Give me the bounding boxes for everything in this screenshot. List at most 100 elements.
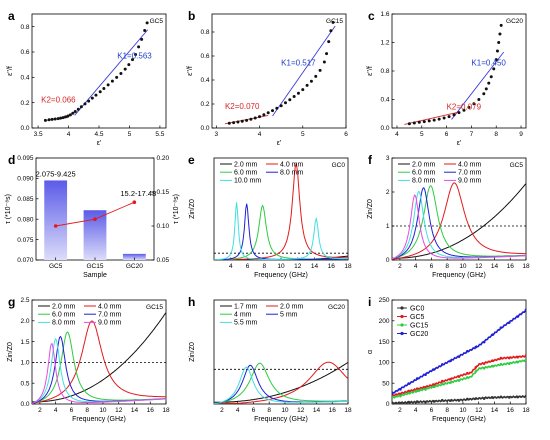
x-tick-label: 5 <box>301 131 305 138</box>
y-axis-label: ε''/f <box>187 66 194 76</box>
x-tick-label: 6 <box>430 407 434 414</box>
legend-label: 8.0 mm <box>280 170 304 177</box>
data-point <box>271 109 275 113</box>
y-tick-label: 2 <box>386 189 390 196</box>
legend-label: 5 mm <box>280 312 298 319</box>
legend-label: 6.0 mm <box>412 170 436 177</box>
x-tick-label: 4 <box>395 131 399 138</box>
series-marker <box>516 360 519 364</box>
series-line <box>214 162 348 260</box>
legend: 2.0 mm 4.0 mm 6.0 mm 7.0 mm 8.0 mm 9.0 mm <box>398 161 482 185</box>
data-point <box>432 118 436 122</box>
fit-line <box>272 25 336 117</box>
series-marker <box>482 362 486 365</box>
x-tick-label: 5.5 <box>155 131 164 138</box>
x-tick-label: 4 <box>67 131 71 138</box>
series-marker <box>474 366 478 369</box>
series-marker <box>392 396 394 400</box>
legend-label: 2.0 mm <box>412 161 436 168</box>
series-marker <box>516 315 519 318</box>
y2-tick-label: 0.05 <box>157 257 170 264</box>
series-marker <box>499 326 503 329</box>
x-tick-label: 8 <box>445 263 449 270</box>
series-line <box>392 359 526 399</box>
series-group <box>214 162 348 260</box>
legend-label: 9.0 mm <box>98 320 122 327</box>
data-point <box>283 101 287 105</box>
legend-label: 10.0 mm <box>234 178 261 185</box>
series-marker <box>432 400 436 403</box>
series-marker <box>499 395 503 399</box>
data-point <box>61 116 65 120</box>
x-tick-label: 10 <box>459 263 467 270</box>
panel-tag: GC15 <box>326 18 343 25</box>
x-tick-label: 6 <box>70 407 74 414</box>
data-point <box>76 107 80 111</box>
y-tick-label: 1.2 <box>380 40 389 47</box>
legend-label: 7.0 mm <box>458 170 482 177</box>
data-point <box>106 83 110 87</box>
series-marker <box>392 401 394 404</box>
series-line <box>32 338 166 404</box>
series-marker <box>440 398 444 402</box>
data-point <box>258 115 262 119</box>
series-line <box>214 362 348 404</box>
data-point <box>292 95 296 99</box>
bar <box>83 210 107 260</box>
series-marker <box>491 364 494 368</box>
y-tick-label: 0.4 <box>380 97 389 104</box>
legend-marker <box>400 314 404 319</box>
panel-letter: i <box>368 295 371 309</box>
x-axis-label: Frequency (GHz) <box>432 416 486 423</box>
series-group <box>32 312 166 404</box>
bar <box>44 180 68 260</box>
data-point <box>134 53 138 57</box>
series-marker <box>507 362 511 365</box>
series-marker <box>482 340 486 344</box>
y-tick-label: 0.2 <box>200 101 209 108</box>
x-tick-label: GC15 <box>87 263 104 270</box>
panel-h: h 2 4 6 8 10 12 14 16 18 Frequency (GHz) Zin/Z0 GC20… <box>188 295 352 423</box>
x-tick-label: 12 <box>475 407 483 414</box>
data-point <box>131 58 134 62</box>
data-point <box>325 52 329 56</box>
panel-b: b 3 4 5 6 0.0 0.2 0.4 0.6 0.8 ε' ε''/f GC15 K1=0.517 K… <box>187 9 348 147</box>
series-line <box>32 312 166 403</box>
x-tick-label: 4 <box>236 407 240 414</box>
y2-axis-label: τ (*10⁻⁸s) <box>173 194 180 224</box>
series-marker <box>482 367 486 370</box>
data-point <box>236 120 240 124</box>
legend-label: 7.0 mm <box>98 312 122 319</box>
x-tick-label: 18 <box>522 407 530 414</box>
x-axis-label: ε' <box>277 140 281 147</box>
x-tick-label: 8 <box>267 407 271 414</box>
data-point <box>79 105 83 109</box>
y-axis-label: ε''/f <box>7 66 14 76</box>
y-tick-label: 200 <box>379 318 390 325</box>
series-marker <box>499 362 503 366</box>
x-tick-label: GC20 <box>126 263 143 270</box>
data-point <box>90 96 94 100</box>
data-point <box>427 119 431 123</box>
y-tick-label: 3 <box>386 155 390 162</box>
y-tick-label: 0.0 <box>20 125 29 132</box>
panel-c: c 4 5 6 7 8 9 0.0 0.4 0.8 1.2 1.6 ε' ε''/f GC20 K1=0.45… <box>367 9 527 147</box>
data-point <box>477 98 481 101</box>
data-point <box>484 87 488 91</box>
series-marker <box>424 373 427 377</box>
tau-point <box>53 224 58 228</box>
legend-label: 1.7 mm <box>234 303 258 310</box>
series-line <box>392 183 526 259</box>
fit-annotation: K2=0.070 <box>225 102 260 111</box>
x-tick-label: 5 <box>128 131 132 138</box>
series-group <box>214 361 348 404</box>
legend-label: 2.0 mm <box>234 161 258 168</box>
data-point <box>407 122 411 126</box>
x-tick-label: 18 <box>162 407 170 414</box>
data-point <box>492 67 496 71</box>
series-marker <box>491 359 494 363</box>
data-point <box>437 117 441 121</box>
x-tick-label: 12 <box>297 407 305 414</box>
x-tick-label: 12 <box>475 263 483 270</box>
